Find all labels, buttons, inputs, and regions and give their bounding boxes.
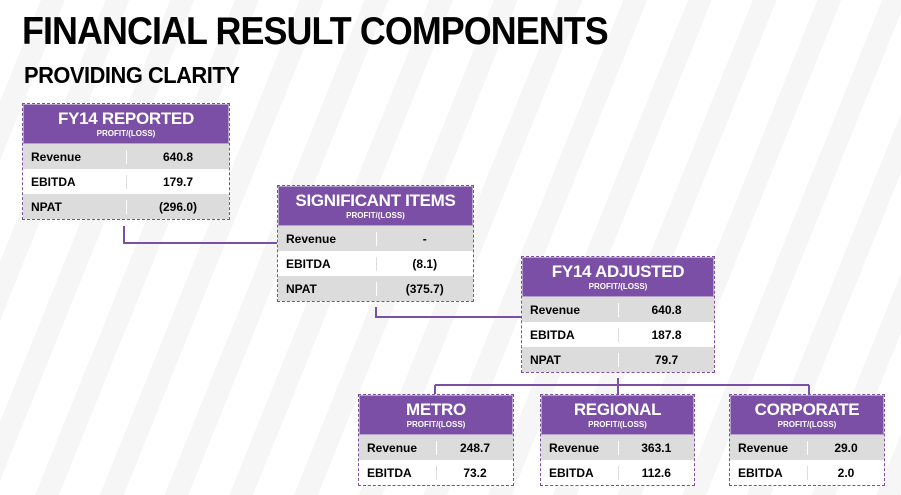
row-label: EBITDA bbox=[367, 465, 412, 480]
table-row: EBITDA 112.6 bbox=[541, 460, 694, 485]
table-row: EBITDA 187.8 bbox=[522, 322, 714, 347]
box-header: REGIONAL PROFIT/(LOSS) bbox=[541, 395, 694, 435]
box-subtitle: PROFIT/(LOSS) bbox=[588, 282, 648, 291]
box-header: FY14 ADJUSTED PROFIT/(LOSS) bbox=[522, 257, 714, 297]
row-label: EBITDA bbox=[549, 465, 594, 480]
row-label: Revenue bbox=[31, 149, 82, 164]
row-label: NPAT bbox=[31, 199, 62, 214]
row-value: 363.1 bbox=[617, 440, 695, 455]
box-subtitle: PROFIT/(LOSS) bbox=[346, 211, 405, 220]
row-value: (296.0) bbox=[126, 199, 229, 214]
page-title: FINANCIAL RESULT COMPONENTS bbox=[22, 10, 609, 53]
metro-box: METRO PROFIT/(LOSS) Revenue 248.7 EBITDA… bbox=[358, 394, 514, 486]
box-header: CORPORATE PROFIT/(LOSS) bbox=[730, 395, 884, 435]
table-row: NPAT 79.7 bbox=[522, 347, 714, 372]
row-label: NPAT bbox=[530, 352, 561, 367]
box-title: CORPORATE bbox=[754, 400, 860, 419]
box-subtitle: PROFIT/(LOSS) bbox=[588, 420, 647, 429]
fy14-adjusted-box: FY14 ADJUSTED PROFIT/(LOSS) Revenue 640.… bbox=[521, 256, 715, 373]
box-title: FY14 ADJUSTED bbox=[551, 262, 685, 281]
page-subtitle: PROVIDING CLARITY bbox=[24, 62, 240, 88]
table-row: EBITDA (8.1) bbox=[278, 251, 473, 276]
row-label: EBITDA bbox=[286, 256, 331, 271]
row-value: 187.8 bbox=[618, 327, 714, 342]
row-value: 73.2 bbox=[436, 465, 513, 480]
significant-items-box: SIGNIFICANT ITEMS PROFIT/(LOSS) Revenue … bbox=[277, 185, 474, 302]
row-label: Revenue bbox=[367, 440, 418, 455]
corporate-box: CORPORATE PROFIT/(LOSS) Revenue 29.0 EBI… bbox=[729, 394, 885, 486]
row-label: Revenue bbox=[738, 440, 789, 455]
row-value: (8.1) bbox=[375, 256, 474, 271]
box-title: SIGNIFICANT ITEMS bbox=[295, 191, 456, 210]
row-value: 112.6 bbox=[617, 465, 695, 480]
connector-significant-to-adjusted bbox=[375, 307, 522, 318]
table-row: NPAT (375.7) bbox=[278, 276, 473, 301]
fy14-reported-box: FY14 REPORTED PROFIT/(LOSS) Revenue 640.… bbox=[22, 103, 230, 220]
box-subtitle: PROFIT/(LOSS) bbox=[777, 420, 837, 429]
row-label: Revenue bbox=[286, 231, 337, 246]
box-subtitle: PROFIT/(LOSS) bbox=[96, 129, 156, 138]
table-row: Revenue 248.7 bbox=[359, 435, 513, 460]
table-row: Revenue 640.8 bbox=[522, 297, 714, 322]
table-row: Revenue - bbox=[278, 226, 473, 251]
connector-reported-to-significant bbox=[123, 226, 278, 244]
row-label: NPAT bbox=[286, 281, 317, 296]
box-header: METRO PROFIT/(LOSS) bbox=[359, 395, 513, 435]
box-title: FY14 REPORTED bbox=[58, 109, 194, 128]
table-row: EBITDA 73.2 bbox=[359, 460, 513, 485]
row-label: Revenue bbox=[549, 440, 600, 455]
row-value: 248.7 bbox=[436, 440, 513, 455]
box-subtitle: PROFIT/(LOSS) bbox=[406, 420, 466, 429]
row-label: Revenue bbox=[530, 302, 581, 317]
table-row: Revenue 363.1 bbox=[541, 435, 694, 460]
row-value: 79.7 bbox=[618, 352, 714, 367]
regional-box: REGIONAL PROFIT/(LOSS) Revenue 363.1 EBI… bbox=[540, 394, 695, 486]
table-row: NPAT (296.0) bbox=[23, 194, 229, 219]
box-title: METRO bbox=[406, 400, 466, 419]
box-title: REGIONAL bbox=[573, 400, 662, 419]
box-header: SIGNIFICANT ITEMS PROFIT/(LOSS) bbox=[278, 186, 473, 226]
row-value: 179.7 bbox=[126, 174, 229, 189]
row-label: EBITDA bbox=[530, 327, 575, 342]
row-label: EBITDA bbox=[31, 174, 76, 189]
row-value: 2.0 bbox=[807, 465, 884, 480]
row-value: 640.8 bbox=[618, 302, 714, 317]
table-row: EBITDA 179.7 bbox=[23, 169, 229, 194]
box-header: FY14 REPORTED PROFIT/(LOSS) bbox=[23, 104, 229, 144]
row-value: 29.0 bbox=[807, 440, 884, 455]
row-value: 640.8 bbox=[126, 149, 229, 164]
table-row: Revenue 29.0 bbox=[730, 435, 884, 460]
table-row: EBITDA 2.0 bbox=[730, 460, 884, 485]
row-label: EBITDA bbox=[738, 465, 783, 480]
row-value: - bbox=[375, 231, 474, 246]
row-value: (375.7) bbox=[375, 281, 474, 296]
table-row: Revenue 640.8 bbox=[23, 144, 229, 169]
